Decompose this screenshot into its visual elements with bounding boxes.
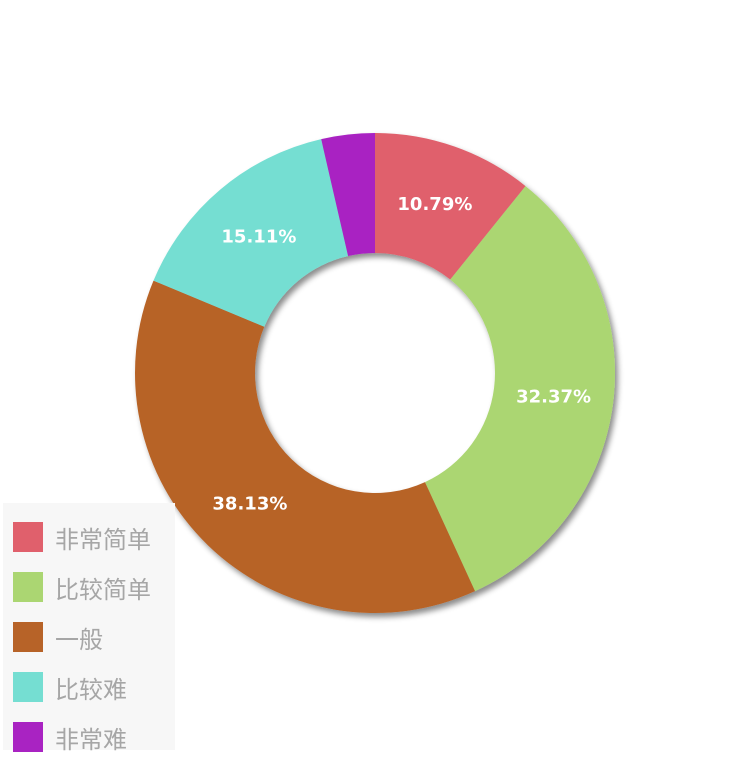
slice-label-0: 10.79% <box>397 194 472 215</box>
slice-2[interactable] <box>135 280 475 614</box>
legend-label-4: 非常难 <box>55 725 127 754</box>
legend-label-2: 一般 <box>55 625 103 654</box>
legend-label-0: 非常简单 <box>55 525 151 554</box>
slice-labels: 10.79% 32.37% 38.13% 15.11% <box>212 194 591 514</box>
legend-label-1: 比较简单 <box>55 575 151 604</box>
slice-label-2: 38.13% <box>212 494 287 515</box>
legend-swatch-2 <box>13 622 43 652</box>
slice-3[interactable] <box>153 139 349 327</box>
legend-label-3: 比较难 <box>55 675 127 704</box>
legend-item-2[interactable]: 一般 <box>3 612 175 662</box>
slice-4[interactable] <box>321 133 375 257</box>
legend-item-1[interactable]: 比较简单 <box>3 562 175 612</box>
slices <box>135 133 615 614</box>
legend-item-3[interactable]: 比较难 <box>3 662 175 712</box>
slice-1[interactable] <box>424 186 615 592</box>
legend: 非常简单比较简单一般比较难非常难 <box>3 503 175 754</box>
legend-swatch-1 <box>13 572 43 602</box>
legend-swatch-4 <box>13 722 43 752</box>
legend-item-4[interactable]: 非常难 <box>3 712 175 762</box>
slice-label-1: 32.37% <box>516 386 591 407</box>
legend-swatch-3 <box>13 672 43 702</box>
legend-swatch-0 <box>13 522 43 552</box>
slice-label-3: 15.11% <box>221 226 296 247</box>
legend-item-0[interactable]: 非常简单 <box>3 512 175 562</box>
slice-0[interactable] <box>375 133 526 280</box>
